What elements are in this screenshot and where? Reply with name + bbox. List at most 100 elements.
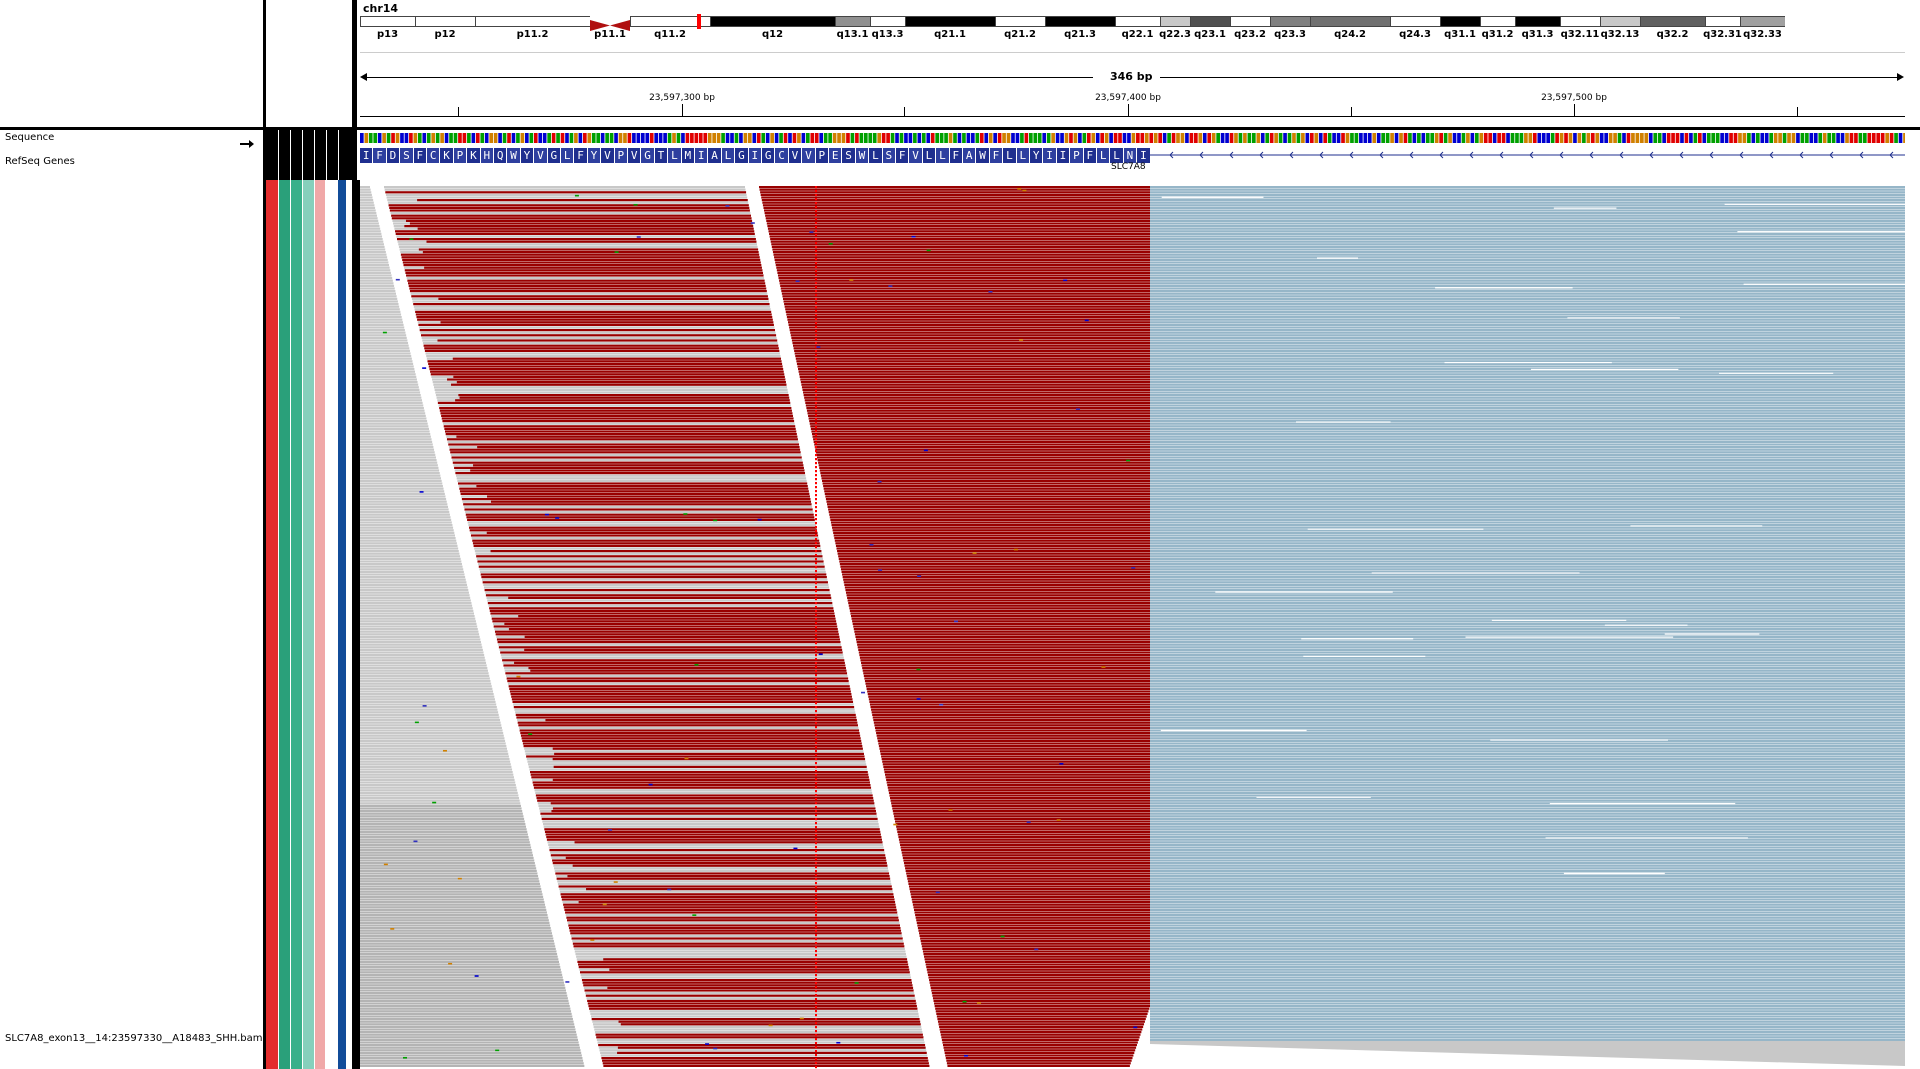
cytoband[interactable] bbox=[1270, 16, 1310, 27]
alignment-track[interactable] bbox=[360, 186, 1905, 1069]
cytoband[interactable] bbox=[1600, 16, 1640, 27]
cytoband[interactable] bbox=[415, 16, 475, 27]
read bbox=[360, 292, 397, 295]
mismatch-mark bbox=[815, 894, 817, 897]
attribute-color-bar[interactable] bbox=[338, 180, 346, 1069]
soft-clip bbox=[792, 342, 1150, 345]
sequence-base bbox=[1657, 133, 1662, 143]
cytoband[interactable] bbox=[1705, 16, 1740, 27]
sequence-base bbox=[1858, 133, 1863, 143]
sequence-track-label[interactable]: Sequence bbox=[5, 132, 55, 143]
read bbox=[360, 981, 565, 984]
cytoband[interactable] bbox=[1190, 16, 1230, 27]
read-gap bbox=[1549, 802, 1736, 805]
sequence-base bbox=[1863, 133, 1867, 143]
read bbox=[1150, 446, 1905, 449]
read bbox=[1150, 349, 1905, 352]
attribute-separator bbox=[338, 130, 339, 180]
attribute-color-bar[interactable] bbox=[266, 180, 278, 1069]
soft-clip bbox=[886, 781, 1150, 784]
cytoband[interactable] bbox=[1045, 16, 1115, 27]
cytoband[interactable] bbox=[1560, 16, 1600, 27]
cytoband[interactable] bbox=[1115, 16, 1160, 27]
attribute-color-bar[interactable] bbox=[303, 180, 314, 1069]
strand-chevron-icon bbox=[1259, 151, 1264, 159]
read bbox=[360, 464, 438, 467]
cytoband[interactable] bbox=[1310, 16, 1390, 27]
sequence-base bbox=[703, 133, 708, 143]
refseq-track-label[interactable]: RefSeq Genes bbox=[5, 156, 75, 167]
cytoband[interactable] bbox=[1740, 16, 1785, 27]
sequence-base bbox=[453, 133, 458, 143]
cytoband[interactable] bbox=[905, 16, 995, 27]
read bbox=[452, 461, 803, 464]
read bbox=[1150, 973, 1905, 976]
cytoband[interactable] bbox=[1480, 16, 1515, 27]
cytoband[interactable] bbox=[1440, 16, 1480, 27]
amino-acid: Y bbox=[1030, 148, 1043, 163]
cytoband[interactable] bbox=[360, 16, 415, 27]
read bbox=[360, 604, 473, 607]
amino-acid: Y bbox=[587, 148, 601, 163]
cytoband[interactable] bbox=[1515, 16, 1560, 27]
read bbox=[1150, 992, 1905, 995]
sequence-track[interactable] bbox=[360, 130, 1905, 144]
cytoband[interactable] bbox=[835, 16, 870, 27]
cytoband[interactable] bbox=[1390, 16, 1440, 27]
read bbox=[1150, 677, 1905, 680]
attribute-color-bar[interactable] bbox=[279, 180, 290, 1069]
strand-arrow-icon[interactable] bbox=[240, 133, 254, 148]
attribute-color-bar[interactable] bbox=[291, 180, 302, 1069]
cytoband[interactable] bbox=[710, 16, 835, 27]
bam-track-label[interactable]: SLC7A8_exon13__14:23597330__A18483_SHH.b… bbox=[5, 1033, 263, 1044]
sequence-base bbox=[690, 133, 694, 143]
read bbox=[1150, 916, 1905, 919]
gene-name-label: SLC7A8 bbox=[1111, 162, 1146, 172]
amino-acid: L bbox=[922, 148, 936, 163]
read bbox=[360, 401, 423, 404]
mismatch-mark bbox=[516, 675, 521, 678]
refseq-track[interactable] bbox=[360, 146, 1905, 180]
read bbox=[389, 206, 750, 209]
sequence-base bbox=[467, 133, 471, 143]
cytoband[interactable] bbox=[590, 16, 630, 31]
read bbox=[1150, 508, 1905, 511]
attribute-columns[interactable] bbox=[266, 130, 352, 1069]
cytoband[interactable] bbox=[630, 16, 710, 27]
attribute-color-bar[interactable] bbox=[315, 180, 325, 1069]
read bbox=[1150, 732, 1905, 735]
read bbox=[1150, 251, 1905, 254]
cytoband[interactable] bbox=[475, 16, 590, 27]
read bbox=[1150, 953, 1905, 956]
cytoband[interactable] bbox=[995, 16, 1045, 27]
read bbox=[360, 667, 488, 670]
cytoband[interactable] bbox=[1640, 16, 1705, 27]
soft-clip bbox=[804, 399, 1150, 402]
mismatch-mark bbox=[815, 722, 817, 725]
read bbox=[360, 248, 386, 251]
cytoband[interactable] bbox=[1230, 16, 1270, 27]
name-panel-divider[interactable] bbox=[263, 0, 266, 1069]
attribute-color-bar[interactable] bbox=[326, 180, 337, 1069]
read bbox=[452, 459, 803, 462]
read bbox=[1150, 960, 1905, 963]
attribute-panel-divider[interactable] bbox=[352, 0, 357, 1069]
soft-clip bbox=[759, 188, 1150, 191]
read bbox=[1150, 1033, 1905, 1036]
read-gap bbox=[1664, 633, 1760, 635]
mismatch-mark bbox=[815, 410, 817, 413]
soft-clip bbox=[945, 1054, 1134, 1057]
read bbox=[1150, 854, 1905, 857]
chromosome-ideogram[interactable]: p13 p12 p11.2 p11.1 q11.2 q12 q13.1 q13.3 q21.1 q… bbox=[360, 0, 1905, 46]
ruler-tick bbox=[1351, 107, 1352, 116]
cytoband[interactable] bbox=[1160, 16, 1190, 27]
soft-clip bbox=[935, 1007, 1150, 1010]
read bbox=[360, 217, 378, 220]
cytoband[interactable] bbox=[870, 16, 905, 27]
read bbox=[360, 992, 567, 995]
soft-clip bbox=[899, 841, 1150, 844]
read bbox=[1150, 422, 1905, 425]
read bbox=[437, 401, 791, 404]
read-gap bbox=[1303, 655, 1426, 657]
soft-clip bbox=[866, 685, 1150, 688]
